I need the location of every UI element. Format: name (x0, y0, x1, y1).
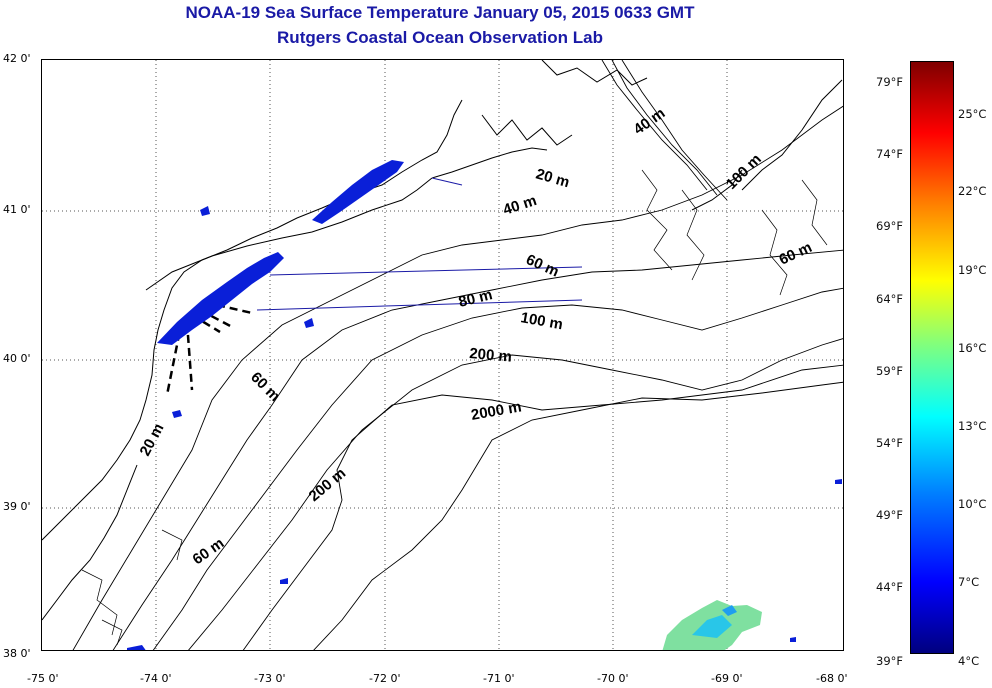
lat-label-38: 38 0' (3, 647, 31, 660)
colorbar-label-10c: 10°C (958, 497, 987, 511)
lon-label-75: -75 0' (27, 672, 59, 685)
sst-warm-patch (662, 600, 762, 650)
dashed-lines (165, 303, 253, 396)
colorbar-label-19c: 19°C (958, 263, 987, 277)
temperature-colorbar (910, 61, 954, 654)
colorbar-label-13c: 13°C (958, 419, 987, 433)
lon-label-74: -74 0' (140, 672, 172, 685)
colorbar-label-44f: 44°F (876, 580, 903, 594)
map-subtitle: Rutgers Coastal Ocean Observation Lab (277, 28, 603, 47)
contour-label-200m-south: 200 m (306, 465, 350, 505)
sst-cold-patches (127, 160, 842, 650)
contour-label-200m: 200 m (469, 345, 513, 366)
colorbar-label-79f: 79°F (876, 75, 903, 89)
map-title: NOAA-19 Sea Surface Temperature January … (185, 3, 695, 22)
contour-label-60m-south: 60 m (247, 369, 283, 405)
contour-labels: 20 m 40 m 100 m 60 m 60 m 80 m 100 m 200… (137, 105, 815, 569)
colorbar-label-39f: 39°F (876, 654, 903, 668)
contour-label-100m: 100 m (519, 309, 564, 333)
colorbar-label-54f: 54°F (876, 436, 903, 450)
lat-label-40: 40 0' (3, 352, 31, 365)
colorbar-label-59f: 59°F (876, 364, 903, 378)
lon-label-70: -70 0' (597, 672, 629, 685)
contour-label-80m: 80 m (457, 286, 494, 311)
contour-label-20m-south: 20 m (137, 421, 168, 459)
lon-label-71: -71 0' (483, 672, 515, 685)
cloud-edges (81, 169, 828, 646)
contour-label-100m-north: 100 m (723, 151, 765, 193)
colorbar-label-16c: 16°C (958, 341, 987, 355)
contour-label-2000m: 2000 m (470, 398, 523, 424)
contour-label-40m-north: 40 m (501, 192, 539, 219)
coastline (42, 60, 843, 621)
lon-label-68: -68 0' (816, 672, 848, 685)
lon-label-69: -69 0' (711, 672, 743, 685)
sst-map-canvas: 20 m 40 m 100 m 60 m 60 m 80 m 100 m 200… (42, 60, 843, 650)
colorbar-label-49f: 49°F (876, 508, 903, 522)
colorbar-label-22c: 22°C (958, 184, 987, 198)
colorbar-label-64f: 64°F (876, 292, 903, 306)
lon-label-73: -73 0' (254, 672, 286, 685)
contour-label-60m-east: 60 m (777, 239, 815, 269)
colorbar-label-4c: 4°C (958, 654, 980, 668)
lat-label-41: 41 0' (3, 203, 31, 216)
colorbar-label-25c: 25°C (958, 107, 987, 121)
graticule (42, 60, 843, 650)
colorbar-label-69f: 69°F (876, 219, 903, 233)
lat-label-39: 39 0' (3, 500, 31, 513)
sst-map: 20 m 40 m 100 m 60 m 60 m 80 m 100 m 200… (41, 59, 844, 651)
contour-label-60m-southwest: 60 m (190, 535, 228, 569)
lat-label-42: 42 0' (3, 52, 31, 65)
transect-lines (256, 177, 583, 311)
bathymetry-contours (72, 60, 843, 650)
contour-label-20m-north: 20 m (534, 166, 572, 192)
contour-label-60m-mid: 60 m (523, 251, 561, 280)
colorbar-label-7c: 7°C (958, 575, 980, 589)
lon-label-72: -72 0' (369, 672, 401, 685)
colorbar-label-74f: 74°F (876, 147, 903, 161)
